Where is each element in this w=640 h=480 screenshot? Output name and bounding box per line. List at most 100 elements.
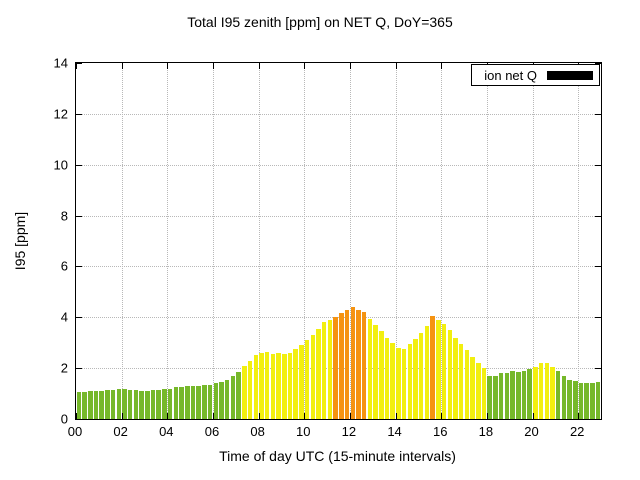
bar: [424, 326, 430, 419]
x-tick-mark: [121, 63, 123, 69]
y-tick-label: 10: [53, 157, 68, 173]
bar: [167, 388, 173, 419]
y-tick-label: 2: [60, 360, 68, 376]
bar: [105, 389, 110, 419]
y-tick-label: 8: [60, 208, 68, 224]
bar: [476, 363, 481, 419]
bar: [224, 379, 230, 419]
x-tick-label: 14: [387, 424, 402, 439]
x-tick-label: 04: [159, 424, 174, 439]
y-tick-mark: [595, 317, 601, 319]
vertical-gridline: [349, 63, 351, 419]
bar: [521, 370, 527, 419]
x-tick-mark: [258, 63, 260, 69]
y-tick-mark: [76, 368, 82, 370]
bar: [316, 328, 321, 419]
horizontal-gridline: [76, 266, 601, 268]
vertical-gridline: [258, 63, 260, 419]
bar: [384, 337, 390, 419]
y-tick-mark: [76, 215, 82, 217]
y-tick-mark: [595, 419, 601, 420]
vertical-gridline: [578, 63, 580, 419]
horizontal-gridline: [76, 317, 601, 319]
bar: [567, 379, 572, 419]
bar: [555, 370, 561, 419]
bar: [213, 383, 219, 419]
horizontal-gridline: [76, 164, 601, 166]
bar: [127, 389, 133, 419]
bar: [361, 312, 367, 419]
x-tick-label: 22: [569, 424, 585, 439]
bar: [356, 309, 361, 419]
vertical-gridline: [304, 63, 306, 419]
bar: [430, 316, 435, 419]
bar: [407, 344, 413, 419]
bar: [259, 352, 264, 419]
bar: [350, 307, 355, 419]
y-tick-mark: [595, 368, 601, 370]
bar: [156, 389, 161, 419]
x-tick-label: 06: [204, 424, 220, 439]
bar: [236, 371, 241, 419]
x-tick-mark: [441, 63, 443, 69]
x-tick-mark: [304, 63, 306, 69]
bar: [401, 349, 407, 419]
bar: [447, 330, 453, 419]
x-tick-mark: [395, 63, 397, 69]
bar: [561, 375, 567, 419]
bar: [379, 331, 384, 419]
x-tick-mark: [167, 413, 169, 419]
bar: [481, 368, 487, 419]
legend: ion net Q: [471, 64, 600, 86]
x-tick-mark: [304, 413, 306, 419]
y-tick-mark: [76, 419, 82, 420]
vertical-gridline: [167, 63, 169, 419]
bar: [590, 383, 595, 419]
bar: [133, 389, 139, 419]
bar: [196, 385, 201, 419]
bar: [538, 363, 544, 419]
x-tick-mark: [76, 413, 77, 419]
bar: [190, 385, 196, 419]
x-tick-label: 08: [250, 424, 265, 439]
bar: [310, 335, 316, 419]
bar: [202, 384, 207, 419]
horizontal-gridline: [76, 113, 601, 115]
x-axis-title: Time of day UTC (15-minute intervals): [219, 448, 456, 464]
x-tick-label: 18: [478, 424, 494, 439]
bar: [527, 369, 532, 419]
bar: [299, 345, 304, 419]
bar: [390, 342, 395, 419]
y-tick-mark: [595, 63, 601, 64]
x-tick-label: 12: [341, 424, 357, 439]
bar: [116, 388, 122, 419]
bar: [573, 380, 578, 419]
legend-label: ion net Q: [484, 67, 537, 83]
x-tick-mark: [212, 413, 214, 419]
y-tick-label: 14: [53, 55, 68, 71]
bar: [82, 392, 87, 419]
y-tick-label: 4: [60, 309, 68, 325]
bar: [418, 332, 424, 419]
bar: [510, 370, 515, 419]
bar: [339, 313, 344, 419]
y-tick-mark: [595, 164, 601, 166]
bar: [76, 392, 82, 419]
bar: [441, 323, 447, 419]
x-tick-mark: [395, 413, 397, 419]
y-tick-mark: [76, 164, 82, 166]
bar: [367, 318, 373, 419]
bar: [436, 319, 441, 419]
bar: [550, 366, 555, 419]
vertical-gridline: [532, 63, 534, 419]
bar: [139, 391, 144, 419]
bar: [458, 344, 464, 419]
bar: [413, 338, 418, 419]
x-tick-label: 16: [432, 424, 448, 439]
chart-title: Total I95 zenith [ppm] on NET Q, DoY=365: [187, 14, 453, 30]
bar: [230, 375, 236, 419]
bar: [470, 356, 475, 419]
vertical-gridline: [441, 63, 443, 419]
y-tick-mark: [76, 266, 82, 268]
x-tick-mark: [76, 63, 77, 69]
